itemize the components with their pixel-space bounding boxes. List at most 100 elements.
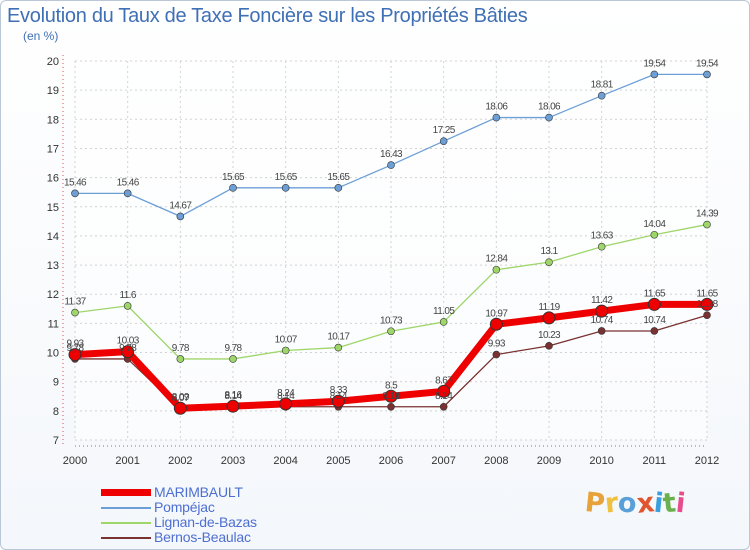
- data-label: 8.14: [277, 391, 295, 402]
- data-label: 8.5: [385, 380, 398, 391]
- data-point: [492, 265, 501, 274]
- data-point: [597, 242, 606, 251]
- y-tick-label: 11: [48, 318, 59, 330]
- legend-swatch: [101, 489, 151, 496]
- data-point: [123, 189, 132, 198]
- data-point: [176, 355, 185, 363]
- data-label: 10.23: [538, 330, 561, 341]
- data-point: [703, 311, 711, 320]
- data-point: [650, 70, 659, 79]
- data-label: 15.46: [117, 177, 140, 188]
- data-point: [123, 302, 132, 310]
- x-tick-label: 2010: [589, 455, 613, 467]
- data-label: 10.97: [485, 308, 508, 319]
- data-label: 13.63: [591, 231, 614, 242]
- data-point: [176, 212, 185, 221]
- y-tick-label: 15: [47, 202, 59, 214]
- data-label: 11.37: [64, 297, 86, 308]
- data-point: [595, 304, 609, 318]
- data-label: 8.14: [330, 391, 348, 402]
- data-label: 10.17: [327, 332, 350, 343]
- data-point: [545, 342, 553, 350]
- legend-item: Bernos-Beaulac: [101, 530, 257, 545]
- y-tick-label: 17: [47, 143, 59, 155]
- data-point: [597, 327, 606, 335]
- data-label: 10.74: [643, 315, 666, 326]
- data-label: 19.54: [643, 58, 666, 69]
- data-label: 9.78: [224, 343, 242, 354]
- data-point: [650, 327, 659, 335]
- x-tick-label: 2008: [484, 455, 508, 467]
- data-label: 17.25: [433, 125, 456, 136]
- x-tick-label: 2011: [643, 455, 667, 467]
- data-label: 8.67: [435, 375, 453, 386]
- data-point: [492, 350, 501, 359]
- data-label: 9.78: [172, 343, 190, 354]
- data-point: [545, 258, 553, 266]
- data-point: [700, 297, 714, 311]
- data-point: [384, 389, 398, 403]
- x-tick-label: 2004: [273, 455, 297, 467]
- data-label: 18.06: [538, 102, 561, 113]
- data-point: [439, 318, 448, 326]
- data-point: [650, 230, 659, 239]
- legend-label: MARIMBAULT: [154, 484, 243, 500]
- logo-letter: i: [674, 487, 688, 520]
- data-point: [71, 189, 79, 198]
- y-tick-label: 12: [47, 289, 59, 301]
- data-label: 10.03: [117, 336, 140, 347]
- data-label: 8.07: [172, 393, 190, 404]
- data-label: 19.54: [696, 58, 719, 69]
- data-point: [387, 402, 395, 411]
- data-label: 9.93: [66, 339, 84, 350]
- data-point: [387, 327, 395, 336]
- data-label: 14.04: [643, 219, 666, 230]
- data-label: 15.65: [275, 172, 298, 183]
- legend-item: Lignan-de-Bazas: [101, 515, 257, 530]
- data-label: 13.1: [540, 246, 558, 257]
- data-label: 8.24: [277, 388, 295, 399]
- data-point: [331, 394, 345, 408]
- data-point: [68, 348, 82, 362]
- data-point: [703, 70, 711, 79]
- x-tick-label: 2000: [63, 455, 87, 467]
- data-label: 9.78: [66, 343, 84, 354]
- data-point: [121, 345, 135, 359]
- data-point: [703, 220, 711, 229]
- data-point: [173, 401, 187, 415]
- legend-label: Lignan-de-Bazas: [154, 514, 257, 530]
- y-tick-label: 20: [47, 56, 59, 68]
- data-label: 15.65: [327, 172, 350, 183]
- data-label: 8.14: [382, 391, 400, 402]
- x-tick-label: 2009: [537, 455, 561, 467]
- chart-legend: MARIMBAULT Pompéjac Lignan-de-Bazas Bernos-…: [101, 485, 257, 545]
- data-point: [647, 297, 661, 311]
- x-tick-label: 2007: [431, 455, 455, 467]
- x-tick-label: 2006: [379, 455, 403, 467]
- data-label: 10.74: [591, 315, 614, 326]
- data-label: 8.09: [172, 392, 190, 403]
- data-label: 11.6: [120, 290, 137, 301]
- y-tick-label: 14: [47, 231, 59, 243]
- data-label: 18.81: [591, 80, 614, 91]
- data-point: [439, 402, 448, 411]
- y-tick-label: 13: [47, 260, 59, 272]
- data-point: [229, 355, 237, 363]
- x-tick-label: 2002: [168, 455, 192, 467]
- data-label: 10.73: [380, 315, 403, 326]
- data-point: [334, 184, 343, 192]
- y-tick-label: 7: [53, 435, 59, 447]
- data-point: [542, 311, 556, 325]
- proxiti-logo: Proxiti: [583, 487, 688, 520]
- data-label: 15.46: [64, 177, 87, 188]
- data-label: 12.84: [485, 254, 508, 265]
- data-point: [71, 308, 79, 317]
- data-point: [489, 317, 503, 331]
- x-tick-label: 2001: [115, 455, 139, 467]
- data-point: [492, 113, 501, 122]
- data-point: [597, 91, 606, 100]
- legend-swatch: [101, 536, 151, 539]
- data-point: [281, 346, 290, 355]
- y-tick-label: 18: [47, 114, 59, 126]
